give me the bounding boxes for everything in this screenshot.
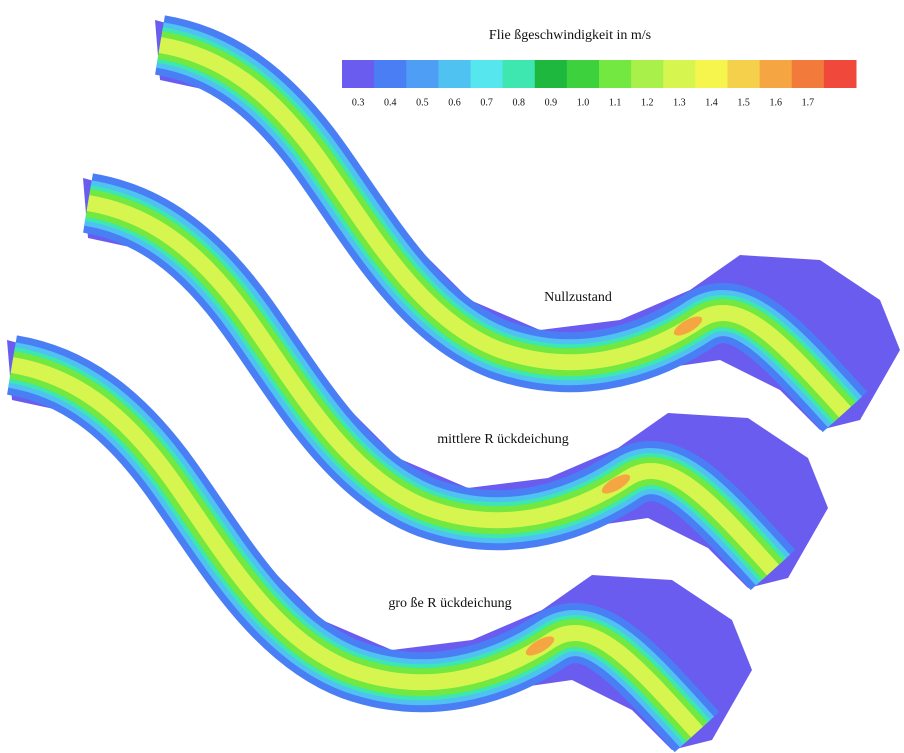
river-map (7, 340, 752, 750)
legend-label: 1.0 (577, 97, 590, 108)
legend-label: 1.5 (737, 97, 750, 108)
color-swatch (824, 60, 857, 88)
legend-label: 1.1 (609, 97, 622, 108)
legend-label: 1.4 (705, 97, 718, 108)
color-legend: 0.3 0.4 0.5 0.6 0.7 0.8 0.9 1.0 1.1 1.2 1.3 1.4 1.5 1… (342, 60, 857, 108)
color-swatch (695, 60, 728, 88)
legend-label: 1.7 (802, 97, 815, 108)
legend-label: 0.3 (352, 97, 365, 108)
legend-label: 0.6 (448, 97, 461, 108)
color-swatch (599, 60, 632, 88)
panel-label: mittlere R ückdeichung (437, 432, 568, 447)
color-swatch (471, 60, 504, 88)
color-swatch (374, 60, 407, 88)
legend-label: 1.3 (673, 97, 686, 108)
legend-label: 0.4 (384, 97, 397, 108)
legend-title: Flie ßgeschwindigkeit in m/s (489, 28, 651, 43)
color-swatch (792, 60, 825, 88)
legend-label: 0.8 (512, 97, 525, 108)
legend-label: 1.2 (641, 97, 654, 108)
color-swatch (406, 60, 439, 88)
color-swatch (631, 60, 664, 88)
color-swatch (663, 60, 696, 88)
color-swatch (342, 60, 375, 88)
panel-label: gro ße R ückdeichung (388, 596, 511, 611)
legend-label: 1.6 (769, 97, 782, 108)
legend-label: 0.7 (480, 97, 493, 108)
color-swatch (567, 60, 600, 88)
figure: Flie ßgeschwindigkeit in m/s 0.30.40.50.… (0, 0, 904, 753)
color-swatch (728, 60, 761, 88)
page: {"legend": {"title": "Flie ßgeschwindigk… (0, 0, 904, 753)
panel-label: Nullzustand (544, 290, 612, 305)
legend-label: 0.5 (416, 97, 429, 108)
color-swatch (760, 60, 793, 88)
color-swatch (503, 60, 536, 88)
legend-label: 0.9 (545, 97, 558, 108)
color-swatch (535, 60, 568, 88)
color-swatch (438, 60, 471, 88)
